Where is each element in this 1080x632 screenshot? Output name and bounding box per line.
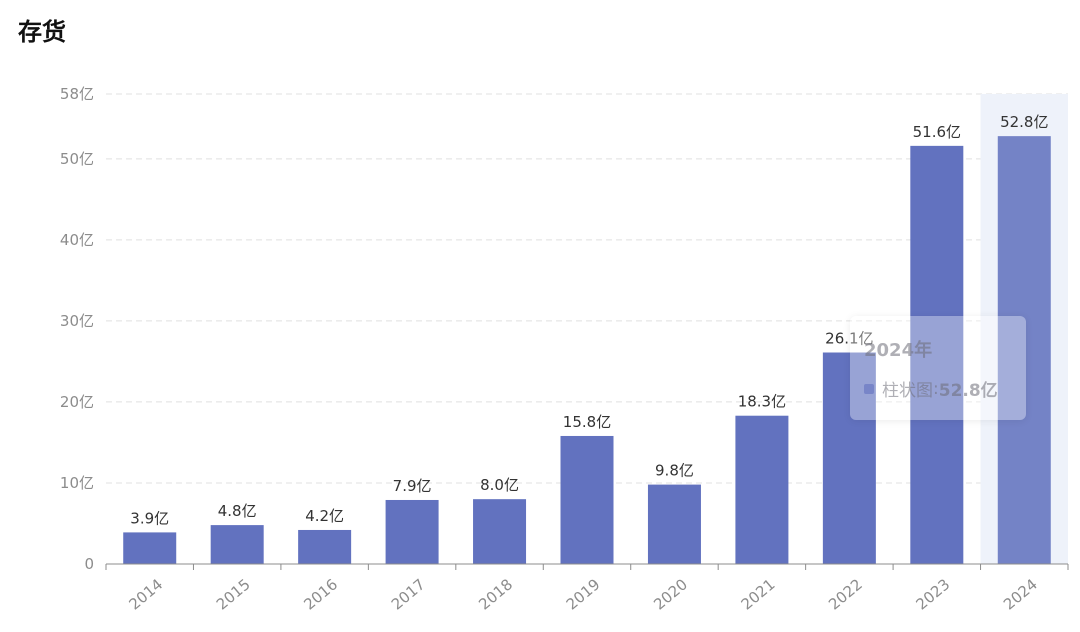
- tooltip-value: 52.8亿: [938, 381, 998, 401]
- data-labels: 3.9亿 4.8亿 4.2亿 7.9亿 8.0亿 15.8亿 9.8亿 18.3亿 26.1亿 5…: [130, 113, 1048, 527]
- data-label: 18.3亿: [738, 393, 786, 411]
- y-tick-label: 50亿: [60, 150, 94, 168]
- x-tick-label: 2014: [125, 575, 166, 613]
- x-tick-label: 2018: [475, 575, 516, 613]
- tooltip: 2024年 柱状图 : 52.8亿: [850, 316, 1026, 420]
- bar-2021[interactable]: [735, 415, 789, 564]
- bar-2016[interactable]: [298, 529, 352, 564]
- tooltip-separator: :: [933, 378, 939, 399]
- tooltip-title: 2024年: [864, 340, 933, 361]
- data-label: 52.8亿: [1000, 113, 1048, 131]
- y-tick-label: 10亿: [60, 474, 94, 492]
- tooltip-series-name: 柱状图: [882, 381, 933, 401]
- data-label: 8.0亿: [480, 476, 519, 494]
- y-tick-label: 58亿: [60, 85, 94, 103]
- grid-lines: [106, 93, 1068, 484]
- x-tick-label: 2024: [1000, 575, 1041, 613]
- x-tick-label: 2021: [738, 575, 779, 613]
- x-axis: 2014 2015 2016 2017 2018 2019 2020 2021 2022 2023…: [105, 563, 1069, 614]
- bar-2019[interactable]: [560, 435, 614, 564]
- bar-2024[interactable]: [997, 136, 1051, 564]
- bar-2020[interactable]: [647, 484, 701, 564]
- bar-2017[interactable]: [385, 499, 439, 564]
- tooltip-series-marker: [864, 383, 874, 394]
- data-label: 51.6亿: [913, 123, 961, 141]
- bar-2023[interactable]: [910, 145, 964, 565]
- x-tick-label: 2023: [913, 575, 954, 613]
- tooltip-row: 柱状图 : 52.8亿: [864, 376, 998, 401]
- data-label: 3.9亿: [130, 509, 169, 527]
- x-tick-label: 2022: [825, 575, 866, 613]
- y-tick-label: 20亿: [60, 393, 94, 411]
- x-tick-label: 2020: [650, 575, 691, 613]
- x-tick-label: 2019: [563, 575, 604, 613]
- bar-2014[interactable]: [123, 532, 177, 564]
- y-tick-label: 0: [84, 555, 94, 573]
- chart-title: 存货: [18, 18, 66, 46]
- x-tick-label: 2016: [300, 575, 341, 613]
- y-tick-label: 40亿: [60, 231, 94, 249]
- data-label: 7.9亿: [393, 477, 432, 495]
- data-label: 4.8亿: [218, 502, 257, 520]
- bar-2015[interactable]: [210, 525, 264, 564]
- data-label: 26.1亿: [825, 330, 873, 348]
- y-tick-label: 30亿: [60, 312, 94, 330]
- bar-2018[interactable]: [473, 499, 527, 564]
- y-axis-ticks: 0 10亿 20亿 30亿 40亿 50亿 58亿: [60, 85, 94, 573]
- data-label: 9.8亿: [655, 462, 694, 480]
- x-tick-label: 2015: [213, 575, 254, 613]
- data-label: 4.2亿: [305, 507, 344, 525]
- x-tick-label: 2017: [388, 575, 429, 613]
- bars[interactable]: [123, 136, 1051, 565]
- data-label: 15.8亿: [563, 413, 611, 431]
